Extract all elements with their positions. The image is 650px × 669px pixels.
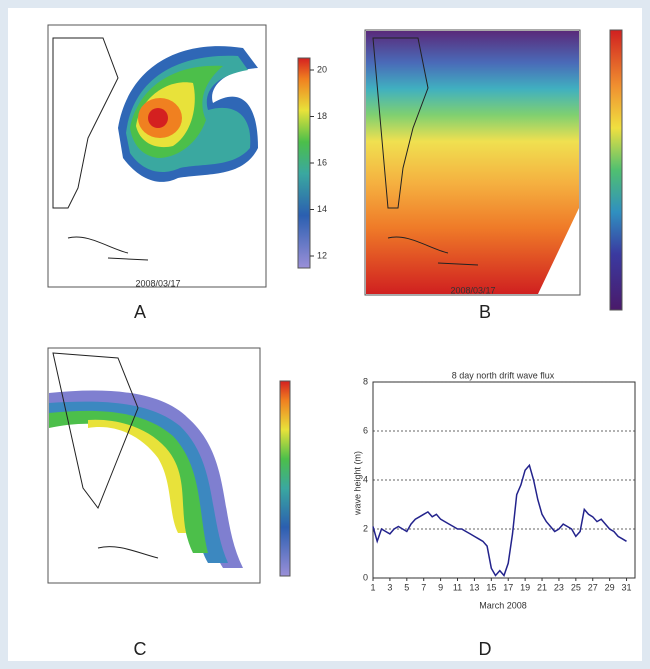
map-b xyxy=(364,29,581,296)
x-tick-label: 23 xyxy=(554,582,564,592)
map-c xyxy=(47,347,261,584)
x-tick-label: 29 xyxy=(605,582,615,592)
y-tick-label: 4 xyxy=(363,474,368,484)
colorbar-tick-label: 16 xyxy=(317,157,327,167)
panel-label: B xyxy=(479,302,491,322)
colorbar-tick-label: 14 xyxy=(317,204,327,214)
y-tick-label: 8 xyxy=(363,376,368,386)
map-date: 2008/03/17 xyxy=(135,278,180,288)
plot-frame xyxy=(372,381,636,579)
x-tick-label: 3 xyxy=(387,582,392,592)
x-tick-label: 11 xyxy=(453,582,462,592)
panel-label: A xyxy=(134,302,146,322)
y-axis-label: wave height (m) xyxy=(352,451,362,516)
colorbar-ticks: 20 18 16 14 12 xyxy=(310,64,327,260)
y-tick-label: 2 xyxy=(363,523,368,533)
x-tick-label: 31 xyxy=(622,582,632,592)
chart-title: 8 day north drift wave flux xyxy=(452,370,555,380)
colorbar xyxy=(297,57,311,269)
x-tick-label: 9 xyxy=(438,582,443,592)
panel-label: C xyxy=(134,639,147,659)
x-tick-label: 7 xyxy=(421,582,426,592)
x-tick-label: 27 xyxy=(588,582,598,592)
colorbar xyxy=(609,29,623,311)
data-line xyxy=(372,463,627,577)
colorbar-tick-label: 18 xyxy=(317,111,327,121)
figure: 2008/03/17 20 18 16 14 12 A 2008/03/17 B C 8… xyxy=(8,8,642,661)
x-axis-label: March 2008 xyxy=(479,600,527,610)
x-tick-label: 21 xyxy=(537,582,547,592)
x-tick-label: 19 xyxy=(520,582,530,592)
map-a xyxy=(47,24,267,288)
colorbar xyxy=(279,380,291,577)
x-tick-label: 1 xyxy=(370,582,375,592)
x-tick-label: 5 xyxy=(404,582,409,592)
colorbar-tick-label: 12 xyxy=(317,250,327,260)
y-tick-label: 6 xyxy=(363,425,368,435)
x-tick-label: 13 xyxy=(469,582,479,592)
x-tick-label: 15 xyxy=(486,582,496,592)
map-date: 2008/03/17 xyxy=(450,285,495,295)
x-tick-label: 25 xyxy=(571,582,581,592)
x-tick-label: 17 xyxy=(503,582,513,592)
panel-label: D xyxy=(479,639,492,659)
y-tick-label: 0 xyxy=(363,572,368,582)
colorbar-tick-label: 20 xyxy=(317,64,327,74)
